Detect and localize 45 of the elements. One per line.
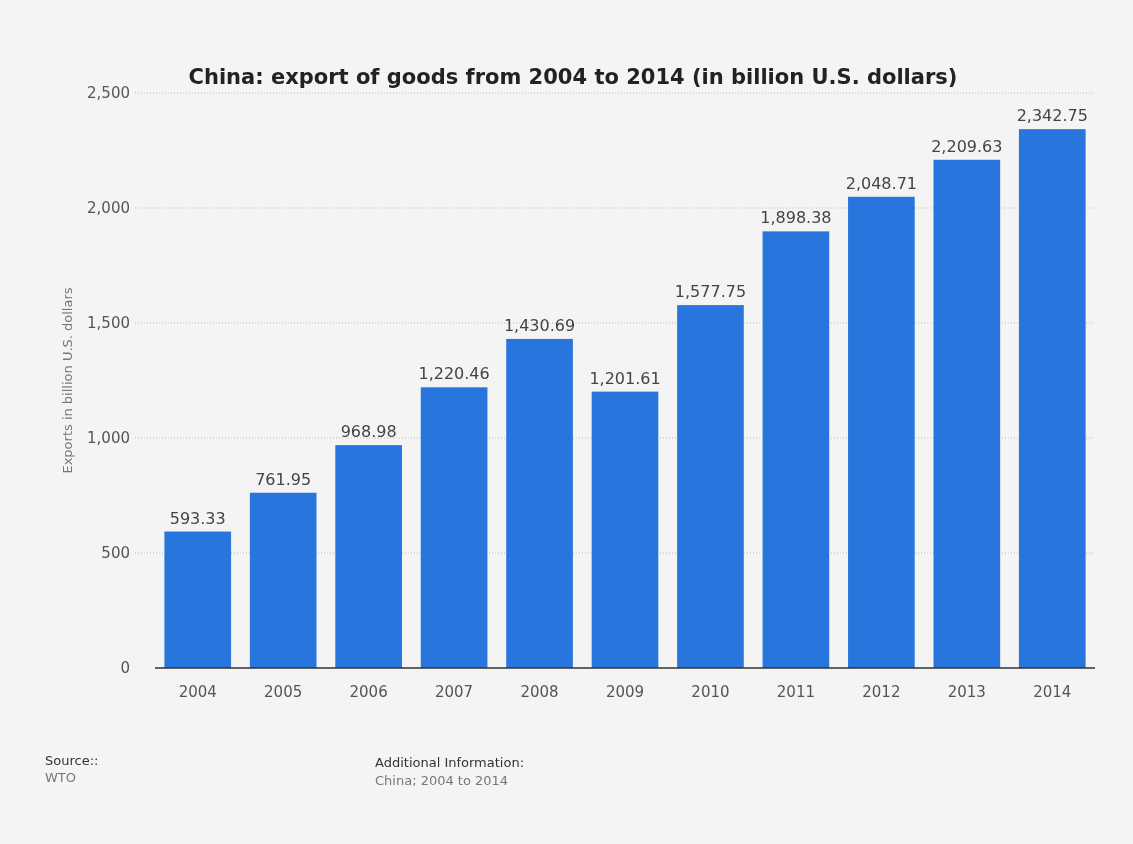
- x-tick-label: 2008: [520, 683, 559, 701]
- y-axis-title: Exports in billion U.S. dollars: [60, 287, 75, 474]
- data-label: 1,577.75: [674, 282, 747, 302]
- y-tick-label: 2,500: [87, 84, 130, 102]
- x-tick-label: 2005: [264, 683, 303, 701]
- x-tick-label: 2004: [178, 683, 217, 701]
- data-label: 2,209.63: [931, 136, 1003, 156]
- data-label: 1,430.69: [503, 315, 576, 335]
- x-tick-label: 2011: [776, 683, 815, 701]
- y-tick-label: 0: [120, 659, 130, 677]
- x-tick-label: 2009: [605, 683, 645, 701]
- text: WTO: [45, 770, 77, 785]
- data-label: 593.33: [169, 508, 226, 528]
- bar: [249, 492, 317, 668]
- x-tick-label: 2007: [435, 683, 474, 701]
- bar: [506, 338, 573, 668]
- x-tick-label: 2006: [349, 683, 388, 701]
- data-label: 1,201.61: [589, 368, 661, 388]
- bar: [335, 445, 402, 668]
- data-label: 968.98: [340, 422, 397, 442]
- data-label: 2,342.75: [1016, 106, 1088, 126]
- bar: [164, 531, 232, 668]
- data-label: 1,220.46: [418, 364, 490, 384]
- y-tick-label: 2,000: [87, 199, 130, 217]
- x-tick-label: 2013: [947, 683, 986, 701]
- y-tick-label: 1,000: [87, 429, 130, 447]
- bar: [420, 387, 488, 668]
- y-tick-label: 1,500: [87, 314, 130, 332]
- data-label: 761.95: [255, 469, 312, 489]
- text: Additional Information:: [375, 755, 525, 770]
- data-label: 2,048.71: [845, 173, 917, 193]
- source-note: Source::: [45, 753, 99, 768]
- text: China; 2004 to 2014: [375, 773, 509, 788]
- x-tick-label: 2010: [691, 683, 730, 701]
- bar: [762, 231, 830, 668]
- y-tick-label: 500: [101, 544, 130, 562]
- bar: [591, 391, 659, 668]
- bar: [677, 305, 744, 668]
- x-tick-label: 2012: [862, 683, 901, 701]
- bar: [933, 159, 1001, 668]
- data-label: 1,898.38: [760, 208, 832, 228]
- bar: [1018, 129, 1086, 668]
- x-tick-label: 2014: [1033, 683, 1072, 701]
- bar: [848, 196, 915, 668]
- chart-title: China: export of goods from 2004 to 2014 (in billion U.S. dollars): [188, 65, 958, 89]
